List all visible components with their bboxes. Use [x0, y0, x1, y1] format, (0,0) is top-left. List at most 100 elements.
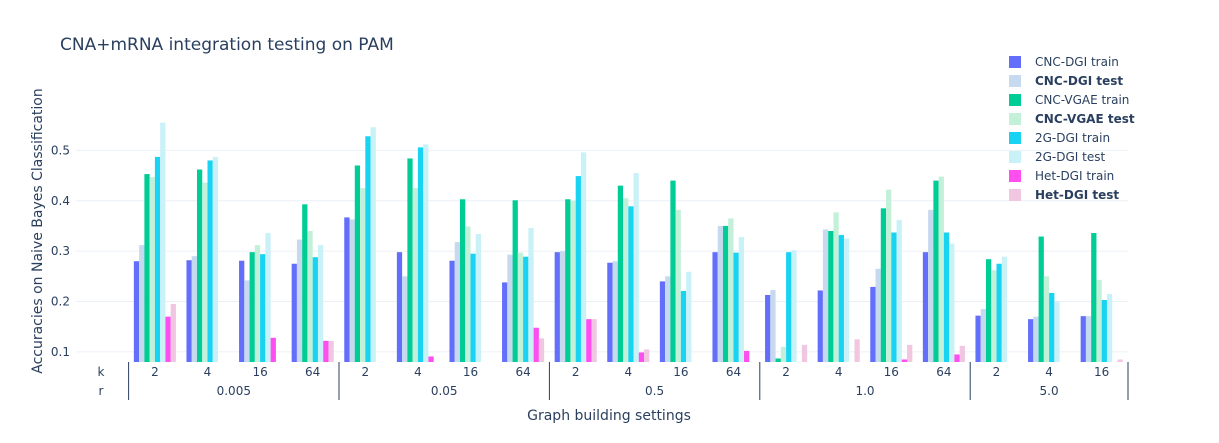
- legend-item[interactable]: 2G-DGI train: [1009, 131, 1110, 145]
- bar: [833, 212, 839, 362]
- bar: [370, 127, 376, 362]
- bar: [907, 344, 913, 362]
- bar: [465, 226, 471, 362]
- bar: [623, 198, 629, 362]
- bar: [312, 257, 318, 362]
- bar: [786, 252, 792, 362]
- x-tick-label: 4: [204, 365, 212, 379]
- legend-swatch: [1009, 170, 1021, 182]
- bar: [317, 245, 324, 362]
- bar: [744, 350, 750, 362]
- x-group-label: 0.5: [645, 384, 664, 398]
- bar: [1106, 293, 1113, 362]
- x-tick-label: 16: [1094, 365, 1109, 379]
- x-group-label: 0.05: [431, 384, 458, 398]
- bar: [949, 243, 955, 362]
- bar: [191, 256, 197, 362]
- bar: [1096, 279, 1102, 362]
- legend-label: 2G-DGI test: [1035, 150, 1105, 164]
- bar: [838, 235, 844, 362]
- x-tick-label: 2: [572, 365, 580, 379]
- bar: [770, 289, 776, 362]
- bar: [470, 253, 476, 362]
- bar: [628, 206, 634, 362]
- legend-swatch: [1009, 56, 1021, 68]
- x-group-label: 1.0: [855, 384, 874, 398]
- bar: [291, 263, 297, 362]
- bar: [1043, 276, 1050, 362]
- bar: [644, 349, 650, 362]
- legend-item[interactable]: CNC-VGAE test: [1009, 112, 1135, 126]
- bar: [985, 259, 992, 362]
- bar: [775, 358, 781, 362]
- legend-item[interactable]: Het-DGI train: [1009, 169, 1114, 183]
- multicategory-name: r: [99, 384, 104, 398]
- bar: [933, 180, 939, 362]
- x-tick-label: 16: [673, 365, 688, 379]
- legend-label: Het-DGI test: [1035, 188, 1119, 202]
- bar: [991, 270, 997, 362]
- bar: [165, 316, 171, 362]
- bars: [133, 122, 1123, 362]
- bar: [617, 185, 624, 362]
- y-tick-label: 0.1: [51, 345, 70, 359]
- legend-label: Het-DGI train: [1035, 169, 1114, 183]
- bar: [680, 290, 687, 362]
- multicategory-name: k: [98, 365, 105, 379]
- x-tick-label: 16: [884, 365, 899, 379]
- bar: [1028, 319, 1034, 362]
- bar: [528, 227, 534, 362]
- legend-item[interactable]: Het-DGI test: [1009, 188, 1119, 202]
- bar: [449, 260, 455, 362]
- bar: [260, 254, 266, 362]
- bar: [1033, 316, 1039, 362]
- bar: [954, 354, 960, 362]
- bar: [612, 261, 618, 362]
- bar: [659, 281, 666, 362]
- bar: [139, 245, 145, 362]
- bar: [323, 340, 329, 362]
- bar: [423, 144, 429, 362]
- x-tick-label: 2: [782, 365, 790, 379]
- bar: [328, 340, 334, 362]
- y-axis-label: Accuracies on Naive Bayes Classification: [30, 88, 46, 374]
- x-tick-label: 2: [993, 365, 1001, 379]
- bar: [244, 280, 250, 362]
- legend-item[interactable]: 2G-DGI test: [1009, 150, 1105, 164]
- x-tick-label: 64: [305, 365, 320, 379]
- bar: [186, 260, 192, 362]
- y-tick-label: 0.2: [51, 295, 70, 309]
- bar: [1085, 316, 1092, 362]
- legend-item[interactable]: CNC-DGI test: [1009, 74, 1123, 88]
- bar: [170, 304, 176, 362]
- bar: [670, 180, 676, 362]
- bar: [638, 352, 645, 362]
- bar: [780, 346, 787, 362]
- bar: [459, 199, 466, 362]
- bar: [1049, 292, 1055, 362]
- bar: [891, 232, 897, 362]
- bar: [396, 252, 403, 362]
- legend-swatch: [1009, 113, 1021, 125]
- bar: [202, 182, 208, 362]
- bar: [922, 252, 929, 362]
- bar: [828, 231, 834, 362]
- x-tick-label: 4: [1045, 365, 1053, 379]
- legend-item[interactable]: CNC-VGAE train: [1009, 93, 1129, 107]
- bar: [607, 262, 613, 362]
- y-axis-ticks: 0.1 0.2 0.3 0.4 0.5: [51, 143, 70, 359]
- bar: [1080, 316, 1086, 362]
- bar: [354, 165, 361, 362]
- bar: [928, 209, 934, 362]
- bar: [938, 176, 944, 362]
- bar: [570, 200, 576, 362]
- bar: [144, 174, 150, 362]
- bar: [712, 252, 718, 362]
- x-tick-label: 64: [515, 365, 530, 379]
- bar: [417, 147, 424, 362]
- bar: [565, 199, 571, 362]
- x-group-label: 0.005: [217, 384, 251, 398]
- bar: [349, 219, 355, 362]
- legend-item[interactable]: CNC-DGI train: [1009, 55, 1119, 69]
- bar: [533, 327, 539, 362]
